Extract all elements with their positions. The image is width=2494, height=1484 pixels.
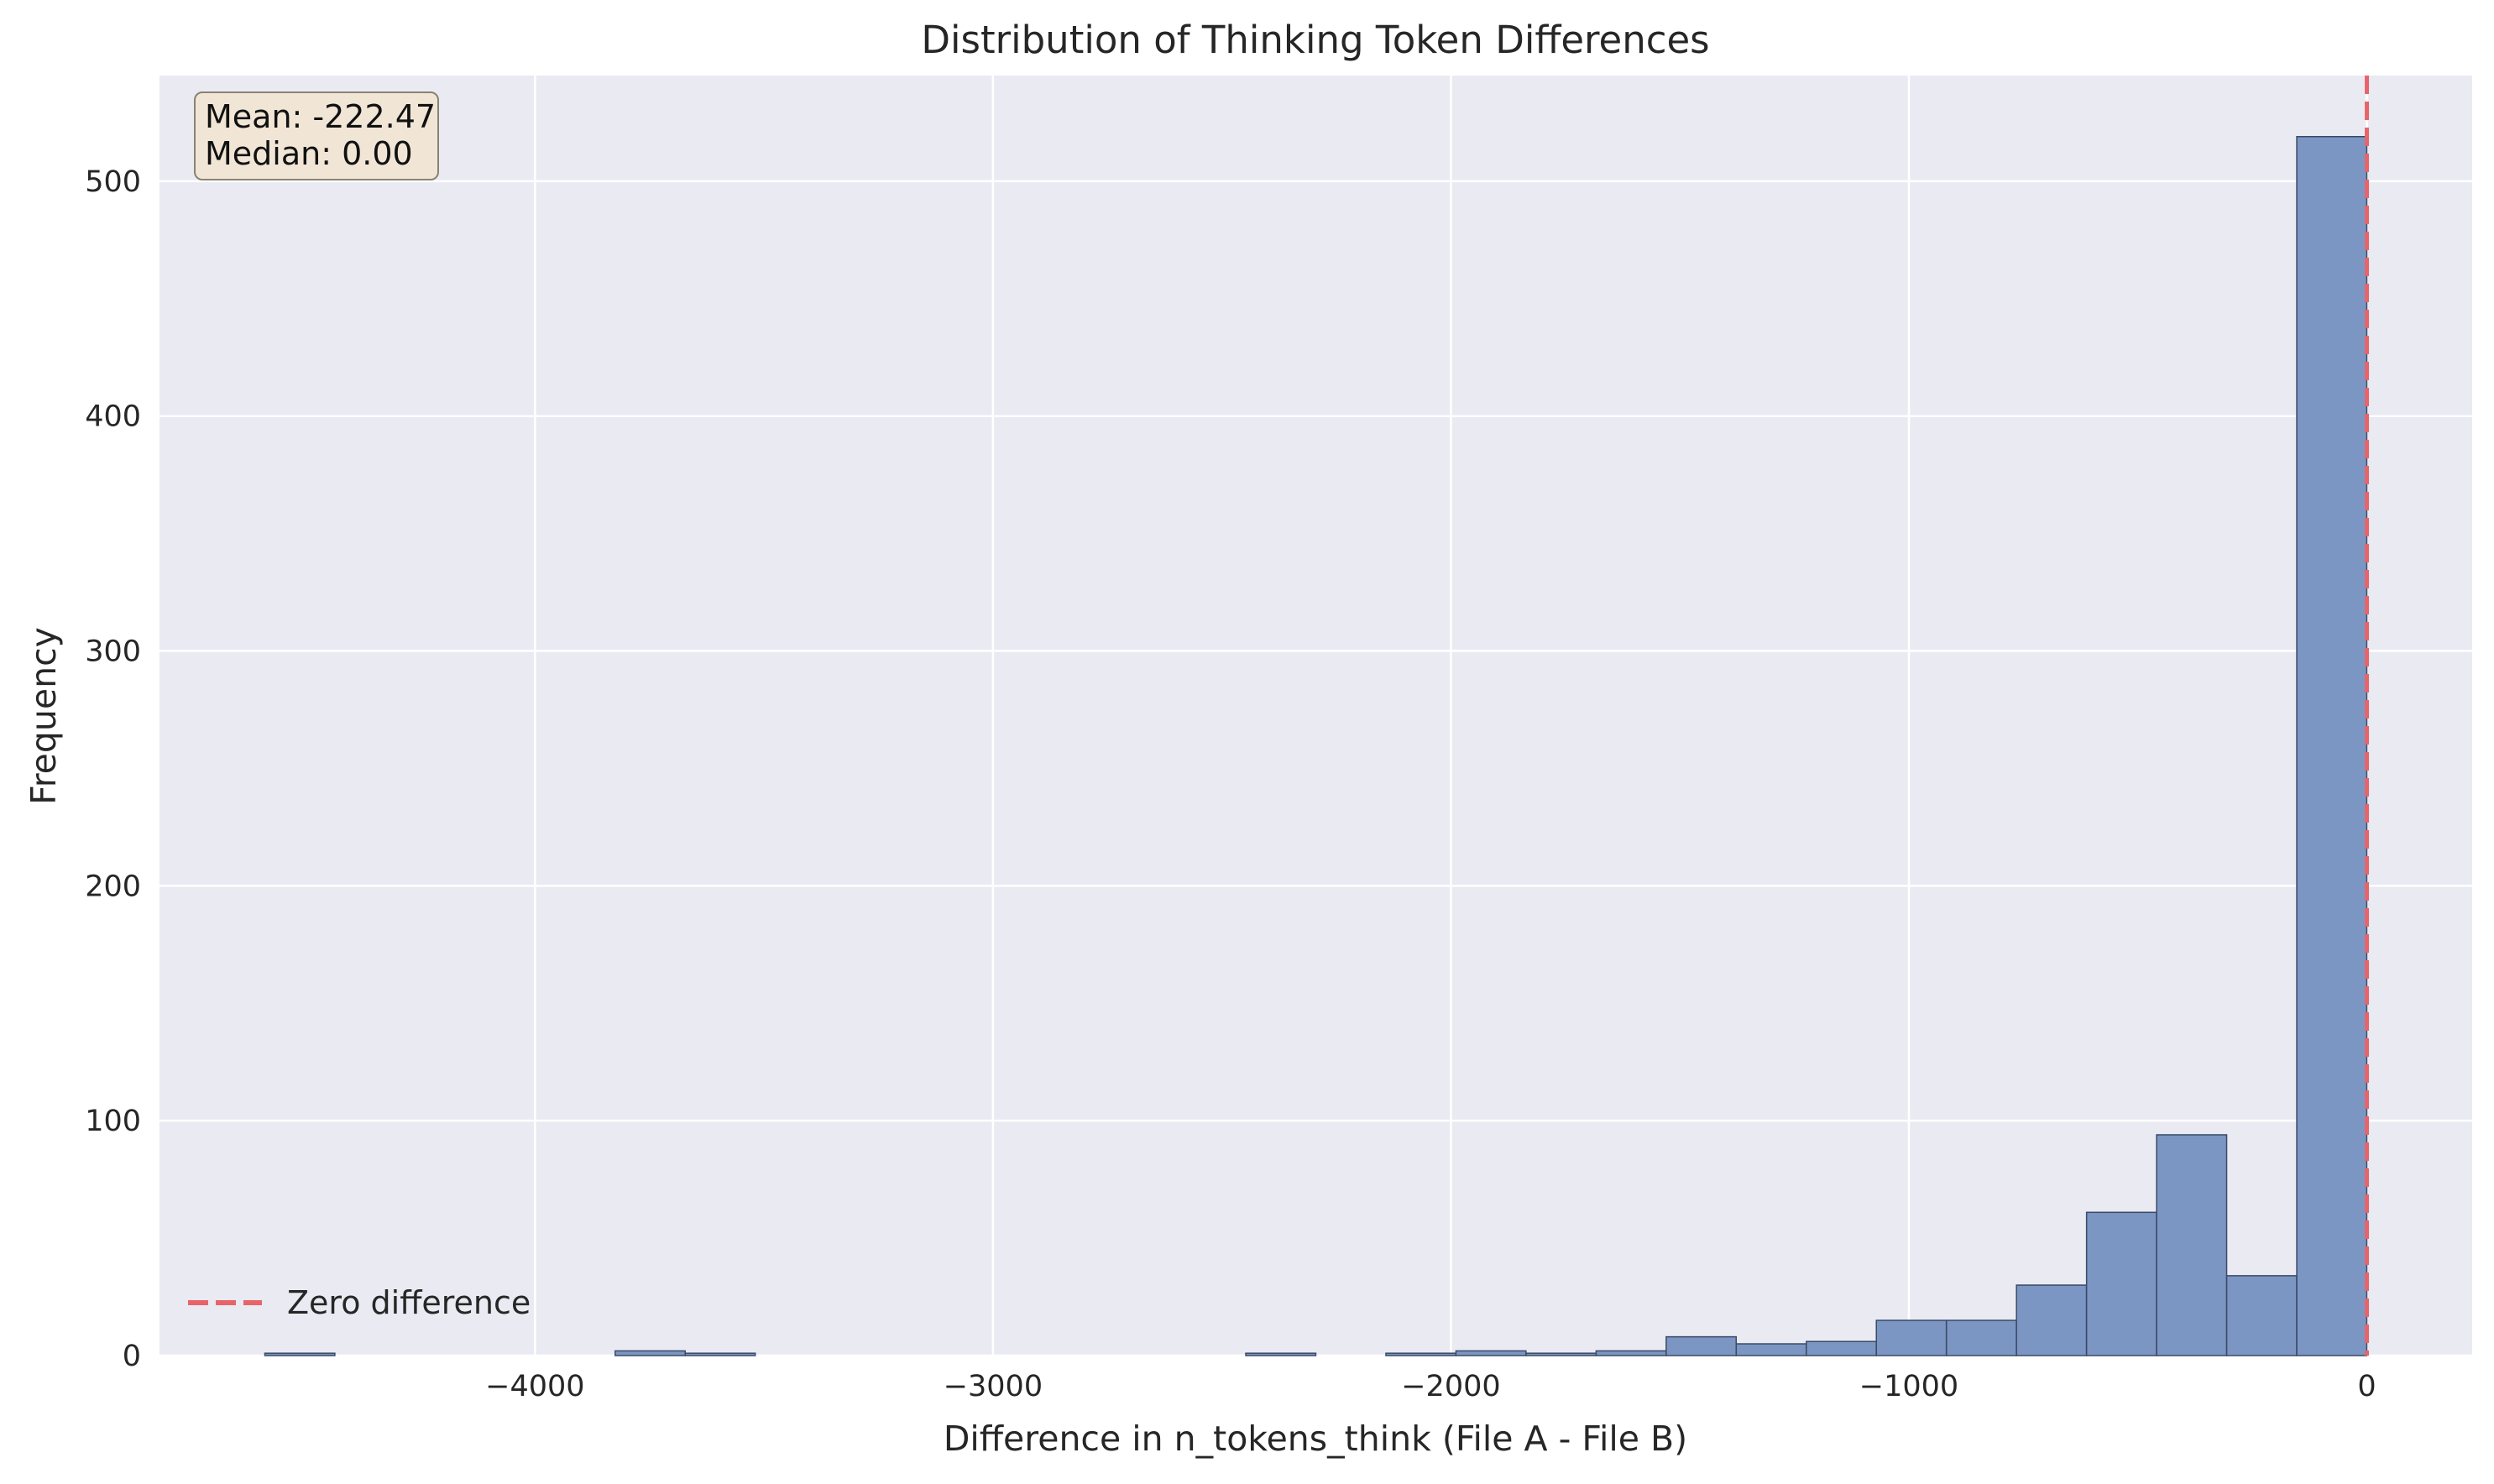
stats-median: Median: 0.00 bbox=[205, 135, 413, 172]
legend-label: Zero difference bbox=[287, 1284, 531, 1321]
y-tick-label: 300 bbox=[85, 635, 141, 669]
histogram-bar bbox=[1595, 1350, 1667, 1356]
histogram-bar bbox=[2156, 1134, 2228, 1356]
y-tick-label: 100 bbox=[85, 1105, 141, 1138]
y-axis-label: Frequency bbox=[24, 627, 64, 805]
x-tick-label: 0 bbox=[2357, 1370, 2376, 1403]
histogram-bar bbox=[2085, 1211, 2157, 1356]
histogram-bars bbox=[264, 136, 2368, 1356]
histogram-bar bbox=[1806, 1340, 1877, 1356]
x-axis-label: Difference in n_tokens_think (File A - F… bbox=[944, 1419, 1687, 1459]
histogram-bar bbox=[2225, 1275, 2298, 1356]
y-tick-label: 500 bbox=[85, 165, 141, 199]
histogram-bar bbox=[1945, 1319, 2017, 1356]
histogram-bar bbox=[1455, 1350, 1527, 1356]
histogram-bar bbox=[614, 1350, 686, 1356]
histogram-bar bbox=[2296, 136, 2368, 1356]
plot-background bbox=[159, 76, 2472, 1356]
stats-box-frame bbox=[194, 91, 439, 180]
y-tick-label: 400 bbox=[85, 400, 141, 434]
histogram-bar bbox=[1525, 1352, 1597, 1356]
histogram-bar bbox=[1735, 1343, 1807, 1356]
histogram-bar bbox=[264, 1352, 336, 1356]
x-axis-ticks: −4000 −3000 −2000 −1000 0 bbox=[485, 1370, 2376, 1403]
histogram-bar bbox=[1385, 1352, 1457, 1356]
histogram-bar bbox=[1245, 1352, 1317, 1356]
histogram-bar bbox=[684, 1352, 756, 1356]
x-tick-label: −3000 bbox=[944, 1370, 1043, 1403]
x-tick-label: −1000 bbox=[1859, 1370, 1958, 1403]
histogram-bar bbox=[1665, 1335, 1738, 1356]
legend: Zero difference bbox=[188, 1284, 531, 1321]
chart-title: Distribution of Thinking Token Differenc… bbox=[921, 18, 1709, 62]
x-tick-label: −4000 bbox=[485, 1370, 584, 1403]
y-tick-label: 200 bbox=[85, 870, 141, 903]
y-axis-ticks: 0 100 200 300 400 500 bbox=[85, 165, 141, 1373]
x-tick-label: −2000 bbox=[1401, 1370, 1500, 1403]
stats-mean: Mean: -222.47 bbox=[205, 98, 436, 135]
stats-box: Mean: -222.47 Median: 0.00 bbox=[194, 91, 439, 180]
y-tick-label: 0 bbox=[123, 1340, 141, 1373]
histogram-bar bbox=[2016, 1284, 2088, 1356]
histogram-bar bbox=[1875, 1319, 1948, 1356]
